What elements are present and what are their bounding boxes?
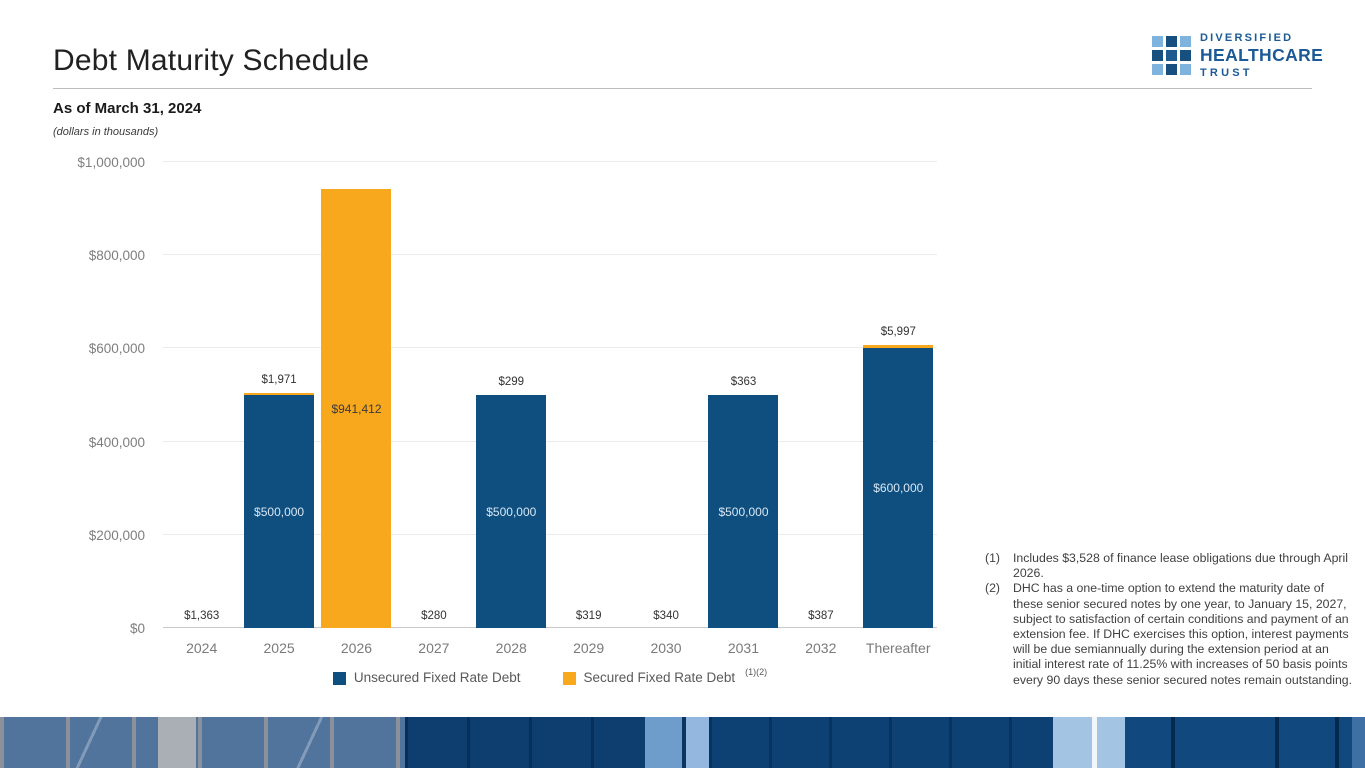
bar-2025-secured (244, 393, 315, 395)
x-axis-labels: 2024 2025 2026 2027 2028 2029 2030 2031 2032 Ther… (163, 640, 937, 656)
legend-footnote-marker: (1)(2) (745, 666, 768, 677)
legend-item-secured: Secured Fixed Rate Debt (1)(2) (562, 666, 768, 685)
y-tick-label: $600,000 (88, 341, 145, 357)
x-tick-label: 2026 (340, 640, 373, 656)
header-divider (53, 88, 1312, 89)
y-axis-labels: $0 $200,000 $400,000 $600,000 $800,000 $1,000… (48, 155, 163, 636)
chart-legend: Unsecured Fixed Rate Debt Secured Fixed … (163, 666, 937, 685)
logo-text-diversified: DIVERSIFIED (1200, 32, 1294, 44)
x-tick-label: 2025 (263, 640, 295, 656)
secured-swatch-icon (562, 671, 576, 685)
bar-thereafter-secured (863, 345, 934, 349)
logo-text-trust: TRUST (1200, 66, 1253, 79)
gridline (163, 254, 937, 256)
bar-column-2032: $387 (782, 162, 859, 628)
unsecured-swatch-icon (332, 671, 346, 685)
y-tick-label: $400,000 (88, 434, 145, 450)
secured-value-label: $1,363 (184, 610, 220, 622)
bar-value-label: $500,000 (254, 504, 305, 519)
footnote-2: (2) DHC has a one-time option to extend … (985, 581, 1353, 687)
secured-value-label: $280 (421, 610, 447, 622)
logo-text-healthcare: HEALTHCARE (1200, 45, 1324, 65)
as-of-date: As of March 31, 2024 (53, 100, 202, 117)
bar-value-label: $500,000 (486, 504, 537, 519)
chart-plot: $1,363 $500,000 $1,971 $941,412 $280 $500,000… (163, 161, 937, 628)
y-tick-label: $1,000,000 (77, 155, 145, 170)
x-tick-label: 2032 (805, 640, 837, 656)
secured-value-label: $387 (808, 610, 834, 622)
bar-column-2027: $280 (395, 162, 472, 628)
bar-column-2031: $500,000 $363 (705, 162, 782, 628)
bar-column-2029: $319 (550, 162, 627, 628)
bar-column-2025: $500,000 $1,971 (240, 162, 317, 628)
legend-item-unsecured: Unsecured Fixed Rate Debt (332, 670, 521, 685)
company-logo: DIVERSIFIED HEALTHCARE TRUST (1152, 33, 1323, 79)
bar-2028-unsecured (476, 395, 547, 628)
x-tick-label: 2027 (418, 640, 450, 656)
secured-value-label: $299 (498, 376, 525, 388)
gridline (163, 533, 937, 535)
footer-photo-band: RETURN TO TABLE OF CONTENTS Q1 2024 11 (0, 717, 1365, 768)
bar-thereafter-unsecured (863, 348, 934, 628)
secured-value-label: $1,971 (261, 374, 297, 386)
x-axis-line (163, 627, 937, 628)
logo-grid-icon (1152, 36, 1191, 76)
gridline (163, 161, 937, 162)
bar-2031-unsecured (708, 395, 779, 628)
footnote-1: (1) Includes $3,528 of finance lease obl… (985, 551, 1348, 581)
x-tick-label: 2030 (650, 640, 682, 656)
debt-maturity-chart: $0 $200,000 $400,000 $600,000 $800,000 $1,000… (48, 155, 937, 722)
bar-value-label: $600,000 (873, 481, 924, 496)
y-tick-label: $200,000 (88, 527, 145, 543)
gridline (163, 347, 937, 349)
page-title: Debt Maturity Schedule (53, 44, 370, 77)
bar-column-2028: $500,000 $299 (473, 162, 550, 628)
x-tick-label: 2028 (495, 640, 527, 656)
footnotes: (1) Includes $3,528 of finance lease obl… (985, 551, 1355, 688)
bar-column-2026: $941,412 (318, 162, 395, 628)
bar-column-2024: $1,363 (163, 162, 240, 628)
secured-value-label: $363 (730, 376, 757, 388)
gridline (163, 440, 937, 442)
units-note: (dollars in thousands) (53, 126, 159, 138)
bar-column-2030: $340 (627, 162, 704, 628)
bar-2026-secured (321, 189, 392, 628)
secured-value-label: $319 (575, 610, 602, 622)
bar-2025-unsecured (244, 395, 315, 628)
footer-window-panes (0, 717, 405, 768)
secured-value-label: $5,997 (880, 326, 916, 339)
y-tick-label: $0 (129, 621, 145, 636)
x-tick-label: 2024 (186, 640, 218, 656)
x-tick-label: Thereafter (865, 640, 931, 656)
y-tick-label: $800,000 (88, 248, 145, 264)
bar-value-label: $941,412 (331, 401, 382, 416)
bar-column-thereafter: $600,000 $5,997 (860, 162, 937, 628)
secured-value-label: $340 (653, 610, 679, 622)
x-tick-label: 2031 (727, 640, 759, 656)
bar-value-label: $500,000 (718, 504, 769, 519)
x-tick-label: 2029 (573, 640, 605, 656)
